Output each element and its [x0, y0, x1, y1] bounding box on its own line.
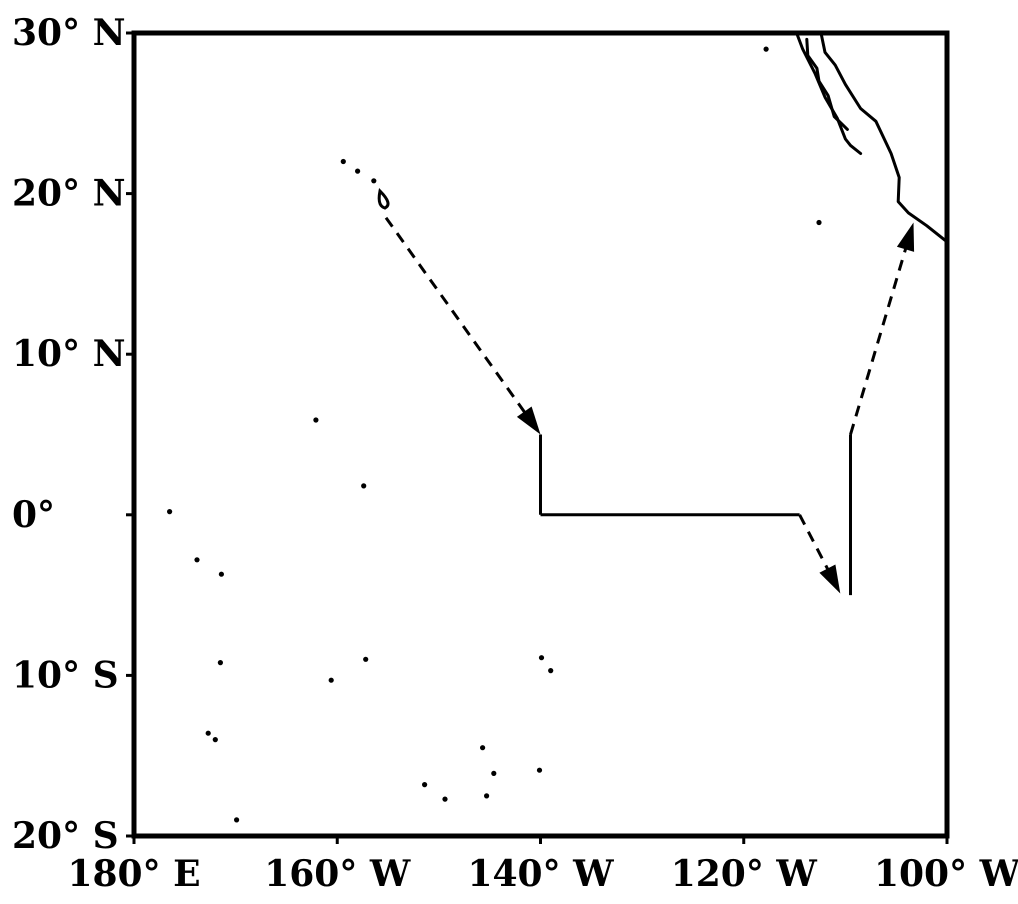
island-phoenix-b — [218, 571, 224, 577]
island-guadalupe — [763, 46, 769, 52]
y-axis-ticks: 30° N 20° N 10° N 0° 10° S 20° S — [12, 12, 134, 857]
track-segment-station-to-mexico — [849, 245, 909, 435]
x-tick-label: 100° W — [874, 853, 1018, 895]
island-tuamotu-a — [480, 745, 486, 751]
island-hiva-oa — [548, 668, 554, 674]
island-malden — [363, 656, 369, 662]
y-tick-label: 0° — [12, 494, 55, 536]
y-tick-label: 10° N — [12, 333, 126, 375]
x-axis-ticks: 180° E 160° W 140° W 120° W 100° W — [67, 836, 1018, 895]
island-kiritimati — [361, 483, 367, 489]
y-tick-label: 20° S — [12, 815, 119, 857]
island-samoa-west — [205, 730, 211, 736]
ship-track-layer — [384, 216, 915, 596]
island-tuamotu-d — [484, 793, 490, 799]
island-phoenix-a — [194, 557, 200, 563]
island-tahiti — [442, 796, 448, 802]
island-kauai — [340, 158, 346, 165]
coastline-layer — [795, 33, 947, 244]
island-layer — [167, 46, 822, 823]
island-oahu — [355, 168, 361, 174]
island-nuku-hiva — [538, 655, 545, 661]
track-segment-hawaii-to-station — [384, 216, 528, 416]
track-arrowhead-station-to-mexico — [896, 222, 915, 252]
x-tick-label: 180° E — [67, 853, 200, 895]
island-maui — [371, 178, 377, 184]
track-arrowhead-equator-to-south — [819, 564, 841, 594]
island-tuamotu-c — [536, 767, 543, 773]
x-tick-label: 140° W — [467, 853, 614, 895]
coastline-baja-california-gulf-coast — [805, 37, 849, 131]
coastline-mexico-mainland-coast — [819, 33, 947, 244]
island-samoa-east — [212, 737, 218, 743]
track-segment-equator-to-south — [798, 514, 831, 573]
island-hawaii-big-island — [377, 187, 390, 210]
island-socorro — [816, 219, 822, 226]
island-society-a — [422, 782, 428, 788]
y-tick-label: 10° S — [12, 654, 119, 696]
island-penrhyn — [328, 677, 334, 683]
x-tick-label: 120° W — [671, 853, 818, 895]
island-tuamotu-b — [491, 770, 497, 777]
map-area — [167, 33, 947, 823]
island-tokelau — [217, 660, 223, 666]
track-arrowhead-hawaii-to-station — [516, 406, 541, 435]
island-palmyra — [313, 417, 319, 423]
island-niue — [234, 817, 240, 823]
x-tick-label: 160° W — [264, 853, 411, 895]
island-howland — [167, 509, 173, 515]
y-tick-label: 30° N — [12, 12, 126, 54]
y-tick-label: 20° N — [12, 173, 126, 215]
